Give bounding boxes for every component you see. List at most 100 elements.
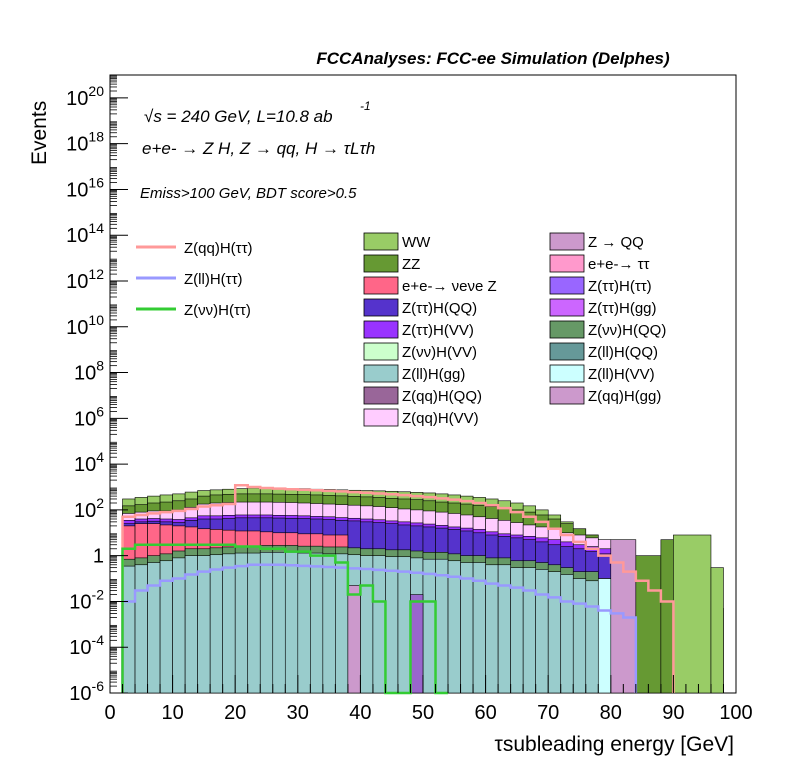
histogram-bar (209, 554, 223, 694)
legend-bkg-swatch (549, 254, 585, 273)
histogram-bar (435, 558, 449, 694)
x-tick-label: 0 (104, 702, 115, 724)
legend-bkg-swatch (363, 254, 399, 273)
histogram-bar (122, 565, 136, 694)
histogram-bar (197, 555, 211, 694)
legend-signal: Z(qq)H(ττ) Z(ll)H(ττ) Z(νν)H(ττ) (136, 240, 253, 319)
legend-bkg-swatch (363, 276, 399, 295)
histogram-bar (234, 552, 249, 694)
legend-bkg-swatch (363, 364, 399, 383)
histogram-bar (572, 578, 587, 694)
y-tick-label: 1010 (66, 312, 104, 339)
spike-bar (635, 555, 662, 694)
x-tick-label: 40 (349, 702, 371, 724)
legend-bkg-label: Z(ll)H(gg) (402, 366, 465, 383)
histogram-bar (322, 553, 336, 694)
legend-bkg-label: Z(ττ)H(QQ) (402, 300, 477, 317)
y-tick-label: 10-6 (69, 678, 104, 705)
x-axis-title: τsubleading energy [GeV] (495, 733, 734, 756)
stack-spikes (347, 534, 724, 694)
histogram-bar (360, 555, 374, 694)
y-tick-label: 106 (74, 403, 104, 430)
spike-bar (410, 594, 424, 694)
legend-bkg-swatch (363, 408, 399, 427)
energy-annotation: √s = 240 GeV, L=10.8 ab (144, 107, 333, 126)
legend-bkg-label: Z(ττ)H(gg) (588, 300, 657, 317)
x-tick-label: 60 (474, 702, 496, 724)
legend-bkg-swatch (363, 320, 399, 339)
histogram-bar (310, 552, 324, 694)
legend-bkg-label: Z(ll)H(VV) (588, 366, 655, 383)
y-tick-label: 1018 (66, 129, 104, 156)
legend-bkg-swatch (363, 342, 399, 361)
spike-bar (673, 534, 712, 694)
histogram-bar (535, 569, 549, 694)
histogram-bar (259, 552, 274, 694)
y-tick-label: 1016 (66, 174, 104, 201)
legend-bkg-swatch (363, 298, 399, 317)
legend-bkg-label: WW (402, 234, 431, 251)
legend-signal-label: Z(qq)H(ττ) (184, 240, 253, 257)
legend-bkg-swatch (363, 386, 399, 405)
spike-bar (347, 585, 361, 694)
histogram-bar (547, 571, 562, 694)
histogram-bar (447, 560, 461, 694)
lumi-exponent: -1 (360, 99, 371, 113)
legend-bkg-swatch (549, 298, 585, 317)
legend-background: WW ZZ e+e-→ νeνe Z Z(ττ)H(QQ) Z(ττ)H(VV) Z(νν… (363, 232, 666, 427)
x-tick-label: 90 (662, 702, 684, 724)
histogram-bar (134, 564, 148, 694)
chart-title: FCCAnalyses: FCC-ee Simulation (Delphes) (316, 49, 670, 68)
legend-bkg-label: Z(νν)H(VV) (402, 344, 477, 361)
y-axis-title: Events (28, 101, 51, 165)
x-tick-label: 70 (537, 702, 559, 724)
legend-bkg-swatch (363, 232, 399, 251)
y-tick-label: 102 (74, 495, 104, 522)
legend-signal-label: Z(νν)H(ττ) (184, 302, 251, 319)
cuts-annotation: Emiss>100 GeV, BDT score>0.5 (140, 185, 357, 202)
histogram-bar (335, 553, 349, 694)
histogram-bar (272, 552, 286, 694)
legend-bkg-swatch (549, 386, 585, 405)
legend-bkg-label: Z(qq)H(VV) (402, 410, 479, 427)
legend-signal-label: Z(ll)H(ττ) (184, 271, 243, 288)
legend-bkg-label: e+e-→ ττ (588, 256, 650, 273)
annotation-block: √s = 240 GeV, L=10.8 ab -1 e+e- → Z H, Z… (140, 99, 375, 202)
histogram-bar (597, 578, 612, 694)
signal-line (121, 543, 449, 695)
legend-bkg-label: Z(ττ)H(ττ) (588, 278, 652, 295)
legend-bkg-swatch (549, 320, 585, 339)
y-tick-label: 10-2 (69, 586, 104, 613)
histogram-bar (297, 552, 311, 694)
x-tick-label: 50 (412, 702, 434, 724)
y-tick-label: 108 (74, 358, 104, 385)
histogram-bar (247, 552, 261, 694)
histogram-bar (184, 555, 198, 694)
x-tick-label: 30 (287, 702, 309, 724)
y-tick-label: 1014 (66, 220, 104, 247)
legend-bkg-label: Z(ll)H(QQ) (588, 344, 658, 361)
y-tick-label: 1020 (66, 83, 104, 110)
signal-line (121, 483, 675, 693)
histogram-bar (372, 555, 386, 694)
legend-bkg-label: Z → QQ (588, 234, 644, 251)
histogram-bar (422, 558, 436, 694)
y-tick-label: 10-4 (69, 632, 104, 659)
histogram-bar (472, 562, 486, 694)
x-tick-label: 10 (161, 702, 183, 724)
legend-bkg-label: ZZ (402, 256, 420, 273)
histogram-bar (385, 556, 399, 694)
histogram-bar (460, 562, 474, 694)
legend-bkg-label: Z(qq)H(gg) (588, 388, 661, 405)
legend-bkg-swatch (549, 364, 585, 383)
x-tick-label: 20 (224, 702, 246, 724)
histogram-bar (222, 553, 236, 694)
histogram-bar (585, 580, 599, 694)
legend-bkg-swatch (549, 342, 585, 361)
y-tick-label: 1012 (66, 266, 104, 293)
signal-lines (121, 483, 675, 695)
legend-bkg-swatch (549, 276, 585, 295)
legend-bkg-label: e+e-→ νeνe Z (402, 278, 497, 295)
histogram-bar (397, 556, 411, 694)
legend-bkg-label: Z(ττ)H(VV) (402, 322, 474, 339)
